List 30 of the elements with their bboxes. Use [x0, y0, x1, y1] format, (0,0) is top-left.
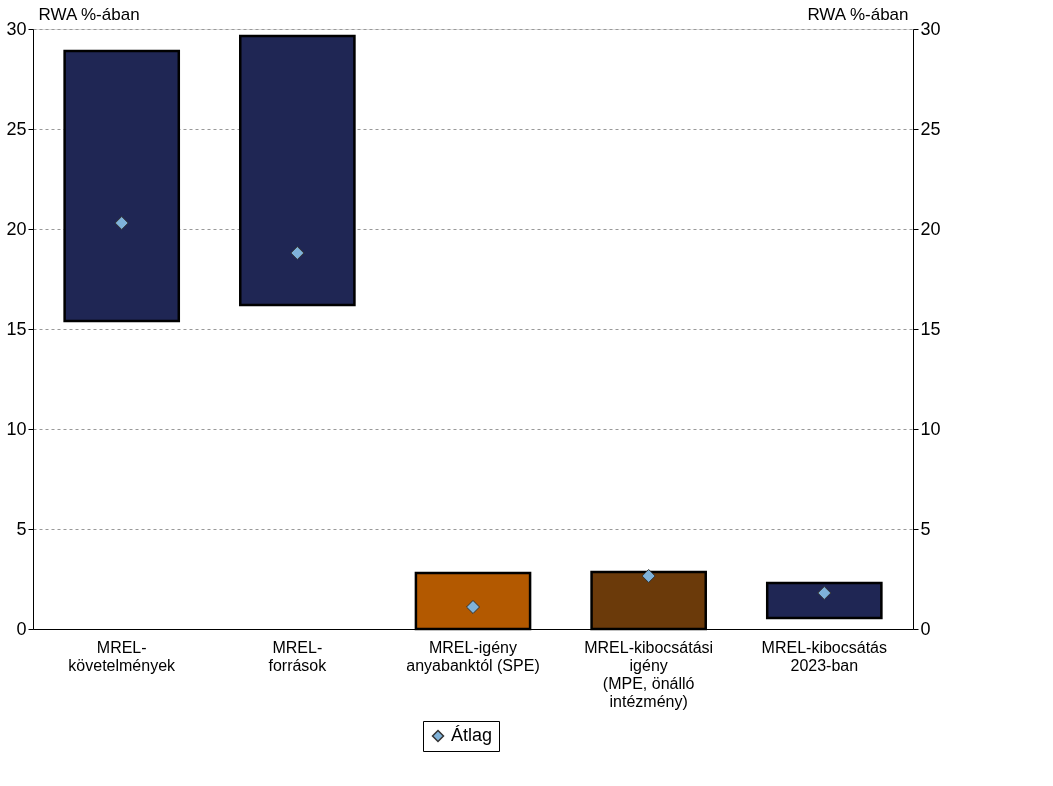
point [641, 568, 656, 584]
point [817, 585, 832, 601]
y2-tick-label: 0 [920, 618, 931, 639]
y2-tick-label: 10 [920, 418, 941, 439]
y2-tick-label: 15 [920, 318, 941, 339]
y2-axis-title: RWA %-ában [807, 4, 909, 24]
x-tick-label: MREL- források [268, 638, 328, 674]
y2-tick-label: 5 [920, 518, 931, 539]
y-axis-title: RWA %-ában [38, 4, 140, 24]
bar [765, 581, 883, 620]
y-tick-label: 5 [16, 518, 27, 539]
bar [239, 34, 356, 307]
y-tick-label: 10 [6, 418, 27, 439]
x-tick-label: MREL-kibocsátási igény (MPE, önálló intézmény) [584, 638, 714, 710]
y2-tick-label: 20 [920, 218, 941, 239]
y-tick-label: 30 [6, 18, 27, 39]
y-tick-label: 25 [6, 118, 27, 139]
x-tick-label: MREL- követelmények [68, 638, 177, 674]
point [114, 215, 129, 231]
y-tick-label: 20 [6, 218, 27, 239]
y-tick-label: 0 [16, 618, 27, 639]
point [290, 245, 305, 261]
x-tick-label: MREL-igény anyabanktól (SPE) [406, 638, 540, 674]
legend-label: Átlag [451, 725, 493, 745]
y-tick-label: 15 [6, 318, 27, 339]
bar [63, 49, 181, 323]
point [465, 599, 481, 615]
x-tick-label: MREL-kibocsátás 2023-ban [761, 638, 887, 674]
y2-tick-label: 25 [920, 118, 941, 139]
y2-tick-label: 30 [920, 18, 941, 39]
